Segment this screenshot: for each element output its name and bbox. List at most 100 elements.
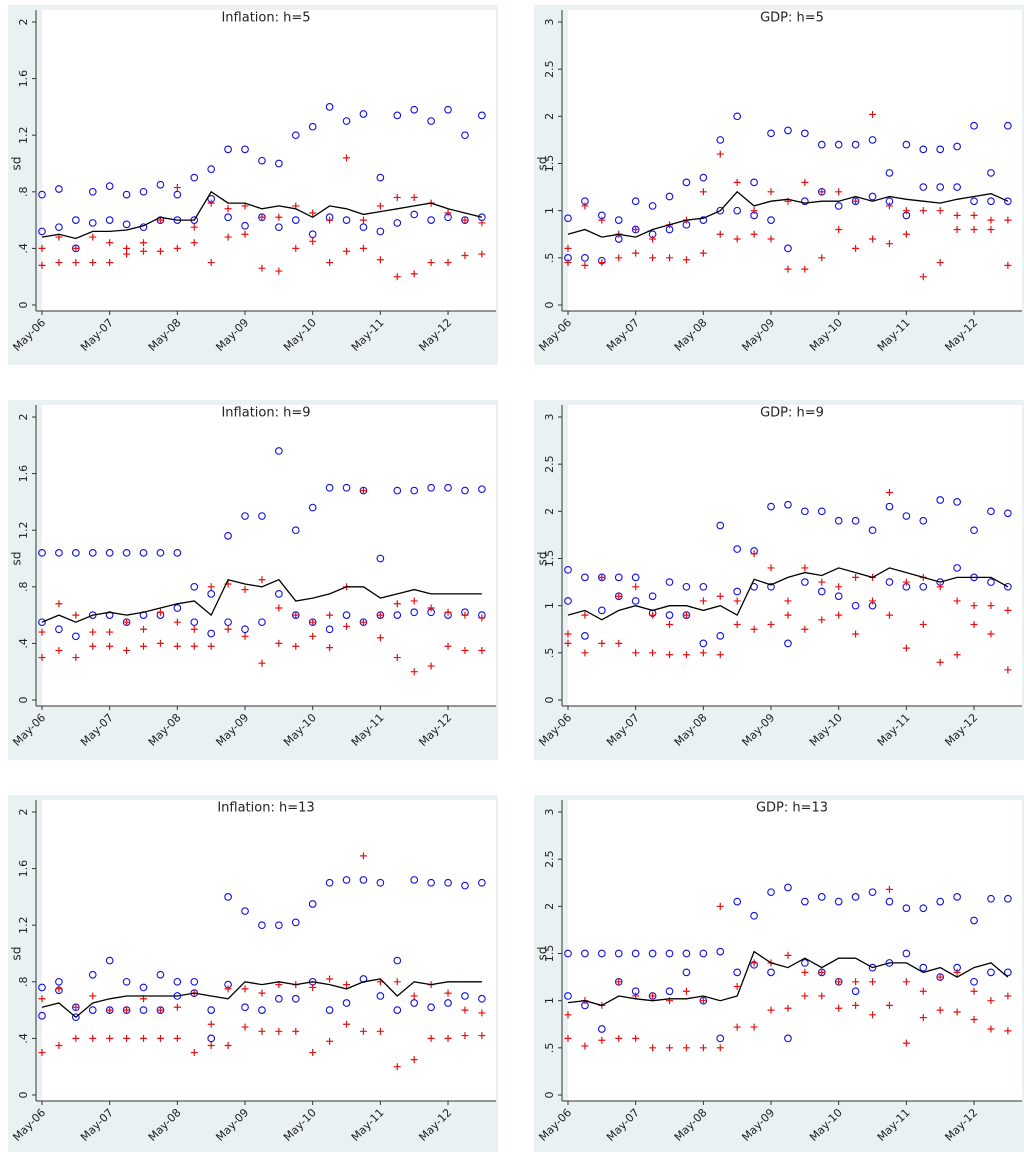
plus-point <box>852 573 860 581</box>
plus-point <box>767 621 775 629</box>
plus-point <box>919 1014 927 1022</box>
circle-point <box>444 105 452 114</box>
circle-point <box>767 502 775 511</box>
plus-point <box>123 1006 131 1014</box>
circle-point <box>275 223 283 232</box>
circle-point <box>190 173 199 182</box>
circle-point <box>817 507 826 516</box>
plus-point <box>410 1056 418 1064</box>
plus-point <box>106 1034 114 1042</box>
circle-point <box>919 183 928 191</box>
plus-point <box>902 207 910 215</box>
plus-point <box>699 649 707 657</box>
plus-point <box>1004 216 1012 224</box>
plus-point <box>359 244 367 252</box>
circle-point <box>902 949 911 958</box>
plus-point <box>801 968 809 976</box>
circle-point <box>275 159 283 168</box>
circle-point <box>936 183 945 191</box>
plus-point <box>919 273 927 281</box>
circle-point <box>987 507 995 516</box>
circle-point <box>716 1034 725 1043</box>
circle-point <box>834 592 843 601</box>
plus-point <box>275 604 283 612</box>
y-axis-label: sd <box>10 947 24 961</box>
plus-point <box>801 178 809 186</box>
plus-point <box>564 639 572 647</box>
circle-point <box>342 611 351 619</box>
circle-point <box>224 532 232 540</box>
circle-point <box>665 987 674 996</box>
plus-point <box>224 205 232 213</box>
circle-point <box>699 582 708 591</box>
plus-point <box>564 244 572 252</box>
circle-point <box>393 611 402 619</box>
plus-point <box>393 273 401 281</box>
circle-point <box>291 994 300 1003</box>
plus-point <box>89 259 97 267</box>
plus-point <box>852 630 860 638</box>
y-tick-label: 2 <box>543 113 556 120</box>
y-tick-label: 1.5 <box>543 945 556 963</box>
plus-point <box>427 662 435 670</box>
y-tick-label: .8 <box>17 582 30 593</box>
circle-point <box>834 140 843 149</box>
circle-point <box>71 1013 80 1022</box>
plus-point <box>106 642 114 650</box>
circle-point <box>614 216 623 224</box>
plus-point <box>376 256 384 264</box>
plus-point <box>784 611 792 619</box>
circle-point <box>55 625 63 634</box>
circle-point <box>241 625 249 634</box>
circle-point <box>38 227 46 236</box>
y-tick-label: .8 <box>17 977 30 988</box>
y-axis-label: sd <box>536 552 550 566</box>
circle-point <box>241 512 249 520</box>
plus-point <box>987 630 995 638</box>
y-tick-label: 1.2 <box>17 521 30 539</box>
circle-point <box>784 1034 792 1043</box>
plus-point <box>55 646 63 654</box>
circle-point <box>767 582 775 591</box>
plus-point <box>835 1004 843 1012</box>
circle-point <box>325 103 334 111</box>
plus-point <box>123 250 131 258</box>
circle-point <box>139 1006 148 1014</box>
plus-point <box>89 1034 97 1042</box>
circle-point <box>767 888 775 897</box>
circle-point <box>258 512 266 520</box>
plus-point <box>55 259 63 267</box>
circle-point <box>564 949 572 958</box>
circle-point <box>631 597 640 605</box>
plus-point <box>852 978 860 986</box>
plus-point <box>801 992 809 1000</box>
circle-point <box>427 216 435 224</box>
circle-point <box>801 959 809 967</box>
plus-point <box>55 985 63 993</box>
circle-point <box>716 136 725 144</box>
plus-point <box>869 597 877 605</box>
circle-point <box>461 881 469 890</box>
circle-point <box>953 142 961 151</box>
plus-point <box>615 254 623 262</box>
plus-point <box>564 1034 572 1042</box>
plus-point <box>38 628 46 636</box>
y-tick-label: 2 <box>543 508 556 515</box>
plus-point <box>733 621 741 629</box>
plus-point <box>784 265 792 273</box>
circle-point <box>173 977 182 986</box>
circle-point <box>1004 121 1012 130</box>
plus-point <box>970 1016 978 1024</box>
y-tick-label: 1 <box>543 602 556 609</box>
circle-point <box>970 977 978 986</box>
circle-point <box>682 968 691 977</box>
plus-point <box>733 983 741 991</box>
y-tick-label: 2 <box>17 414 30 421</box>
plus-point <box>733 597 741 605</box>
plus-point <box>38 261 46 269</box>
plus-point <box>666 651 674 659</box>
plus-point <box>376 1027 384 1035</box>
